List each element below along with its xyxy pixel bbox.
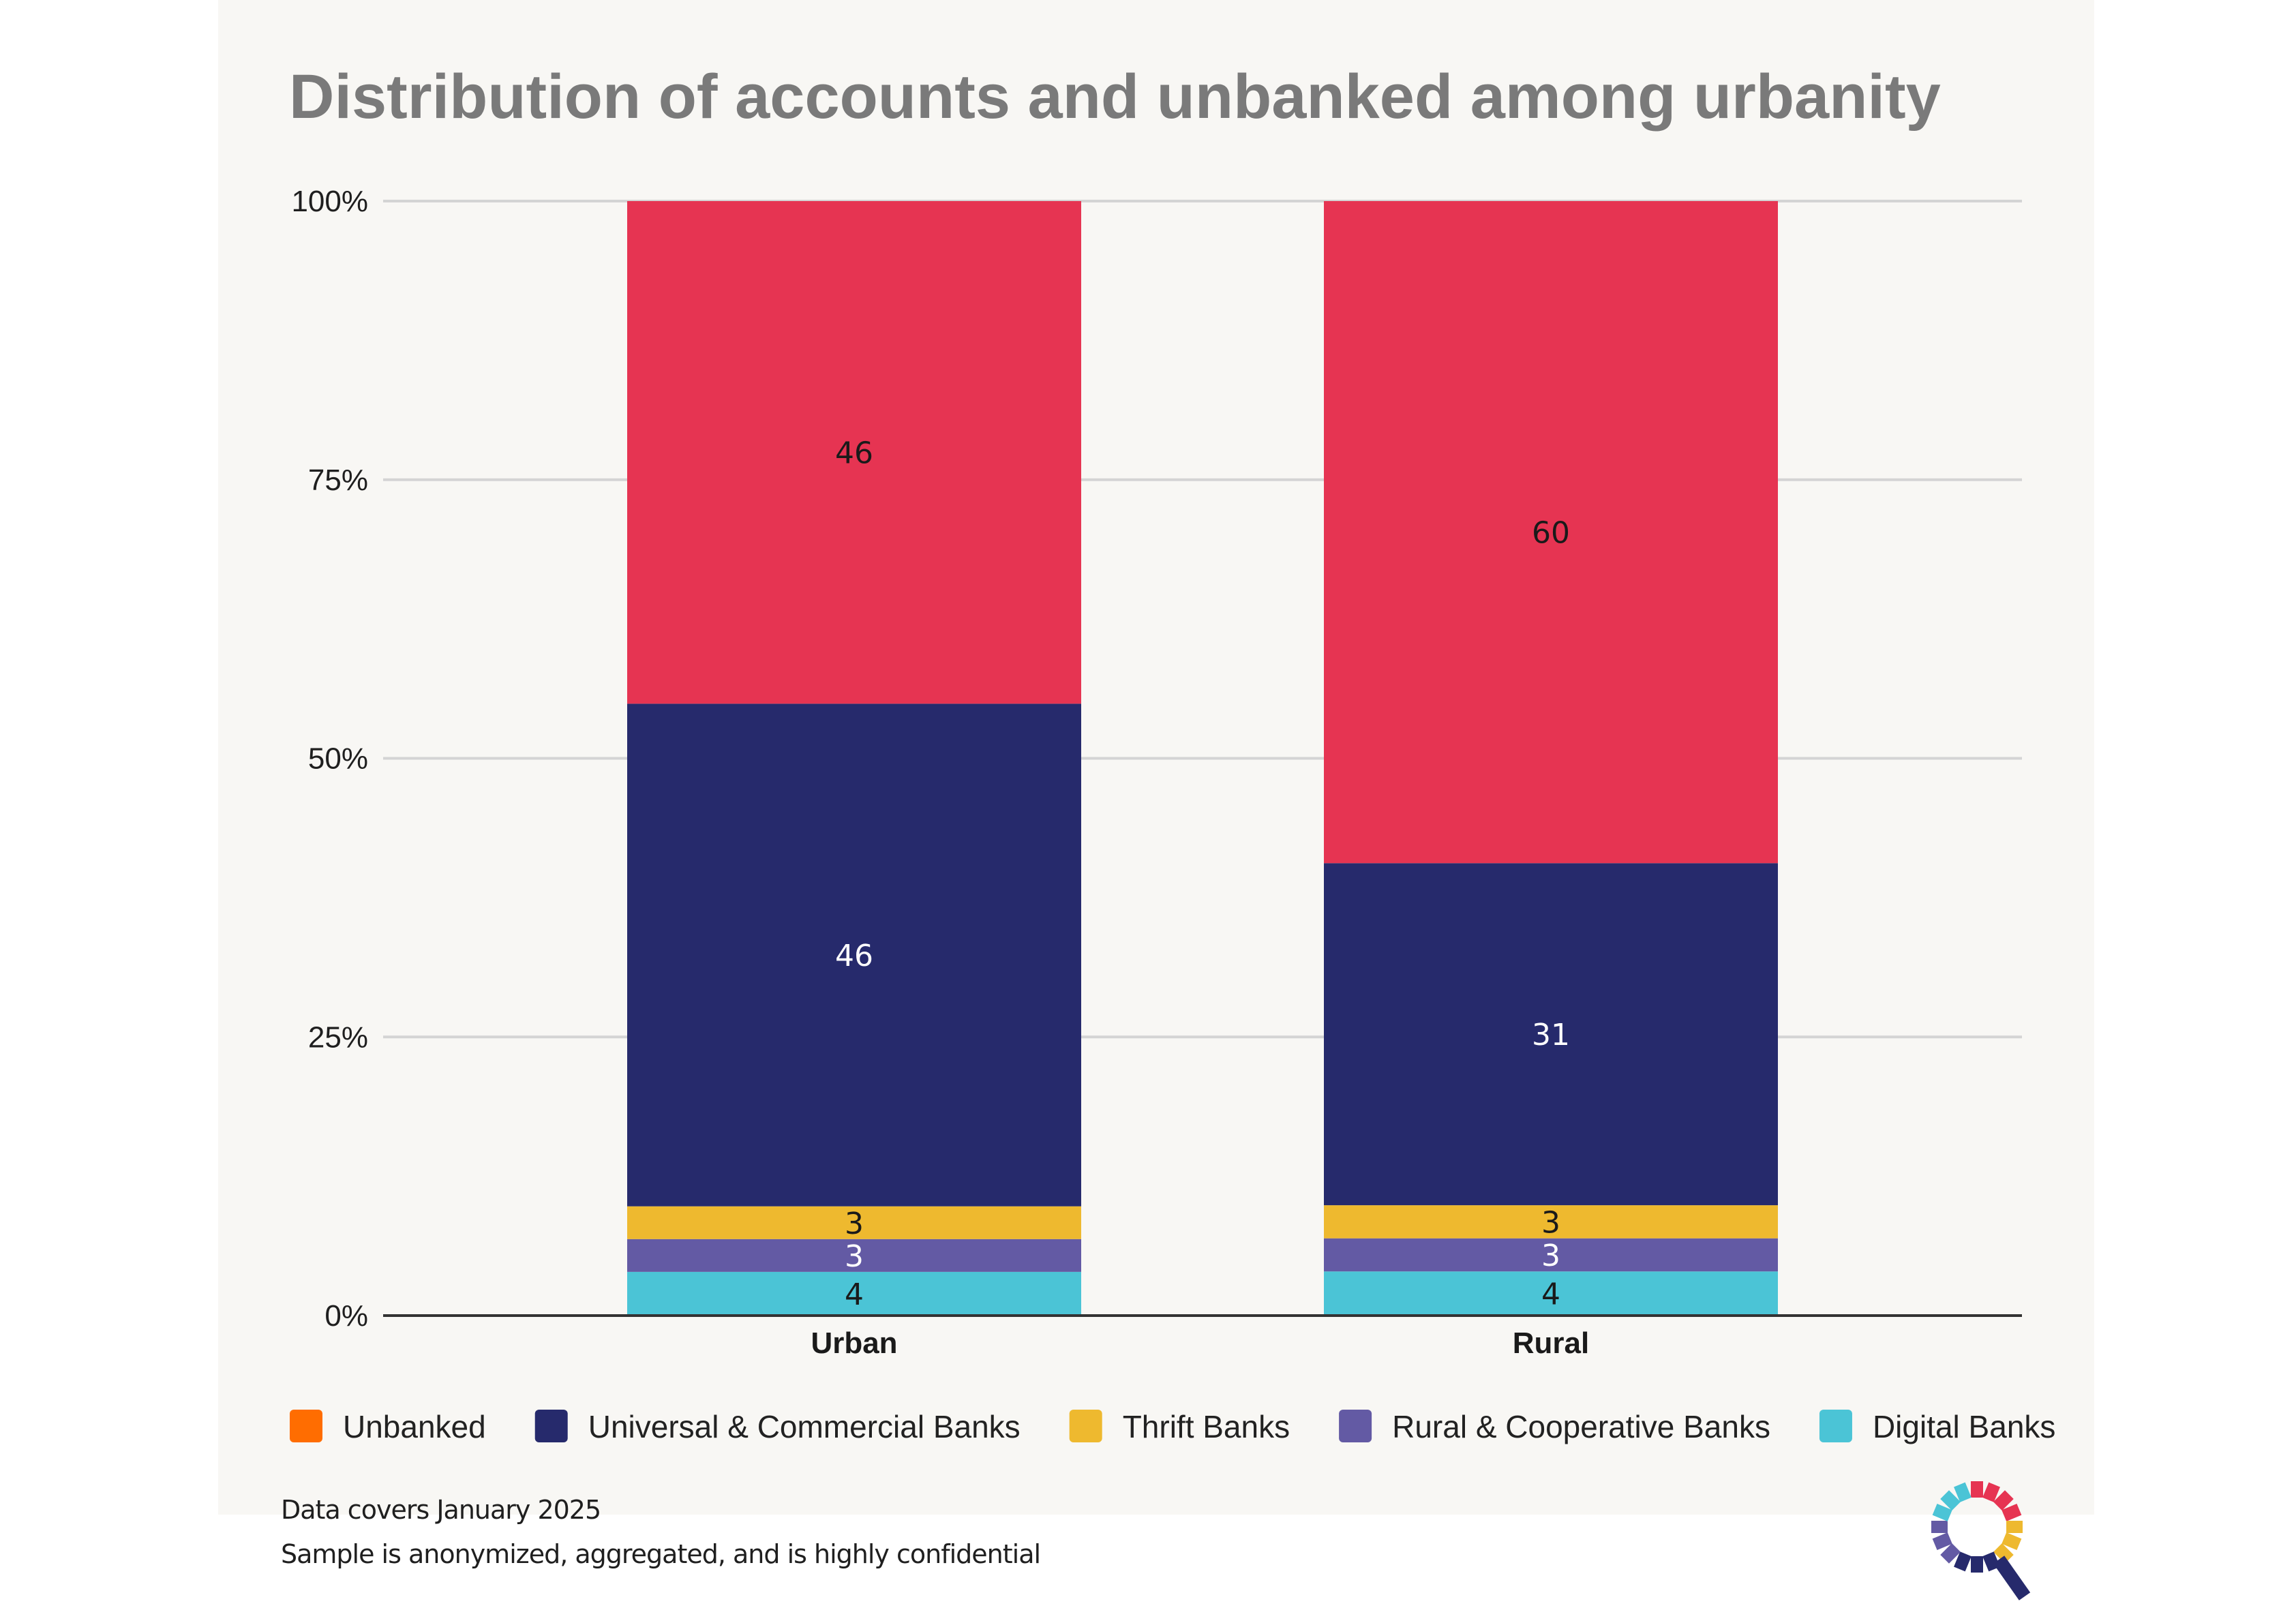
data-label: 46 — [835, 939, 873, 973]
data-label: 3 — [845, 1239, 864, 1274]
y-tick-label: 25% — [308, 1020, 368, 1054]
logo-segment — [2006, 1521, 2023, 1533]
logo-segment — [1982, 1482, 2000, 1502]
legend-swatch — [290, 1410, 322, 1442]
bar-segment — [1324, 1205, 1778, 1239]
y-tick-label: 75% — [308, 464, 368, 497]
bar-segment — [627, 201, 1081, 704]
y-tick-label: 100% — [291, 185, 368, 218]
logo-segment — [1993, 1490, 2014, 1511]
legend: Unbanked Universal & Commercial Banks Thri… — [290, 1409, 2055, 1444]
data-label: 3 — [1541, 1239, 1560, 1273]
legend-label: Universal & Commercial Banks — [588, 1409, 1021, 1444]
logo-segment — [1931, 1521, 1948, 1533]
data-label: 31 — [1532, 1018, 1570, 1052]
logo-segment — [1954, 1551, 1972, 1572]
legend-swatch — [1339, 1410, 1372, 1442]
logo-segment — [1940, 1543, 1961, 1564]
data-label: 3 — [1541, 1205, 1560, 1240]
chart-title: Distribution of accounts and unbanked am… — [289, 62, 1941, 132]
bar-segment — [627, 1239, 1081, 1272]
data-label: 60 — [1532, 516, 1570, 551]
bar-segment — [627, 1206, 1081, 1239]
legend-swatch — [534, 1410, 568, 1442]
logo-segment — [2002, 1532, 2022, 1550]
legend-label: Thrift Banks — [1123, 1409, 1290, 1444]
data-label: 46 — [835, 436, 873, 471]
legend-item: Thrift Banks — [1069, 1409, 1290, 1444]
legend-label: Rural & Cooperative Banks — [1392, 1409, 1770, 1444]
bar-segment — [627, 703, 1081, 1207]
legend-label: Digital Banks — [1873, 1409, 2055, 1444]
x-category-label: Rural — [1513, 1326, 1589, 1360]
legend-item: Unbanked — [290, 1409, 486, 1444]
data-label: 3 — [845, 1207, 864, 1241]
logo-segment — [1971, 1481, 1983, 1498]
logo-segment — [1932, 1504, 1952, 1521]
bars — [627, 201, 1778, 1316]
bar-segment — [627, 1271, 1081, 1316]
logo-segment — [1993, 1543, 2014, 1564]
data-label: 4 — [1541, 1277, 1560, 1312]
y-tick-label: 0% — [324, 1299, 368, 1333]
logo-segment — [1932, 1532, 1952, 1550]
legend-label: Unbanked — [343, 1409, 486, 1444]
legend-item: Digital Banks — [1819, 1409, 2055, 1444]
bar-segment — [1324, 1238, 1778, 1272]
bar-segment — [1324, 201, 1778, 864]
footnote-confidentiality: Sample is anonymized, aggregated, and is… — [281, 1539, 1041, 1569]
footnote-date: Data covers January 2025 — [281, 1495, 601, 1525]
legend-item: Rural & Cooperative Banks — [1339, 1409, 1770, 1444]
logo-segment — [1954, 1482, 1972, 1502]
data-label: 4 — [845, 1277, 864, 1312]
logo-segment — [2002, 1504, 2022, 1521]
magnifier-ring-logo-icon — [1931, 1481, 2031, 1601]
legend-swatch — [1069, 1410, 1102, 1442]
legend-swatch — [1819, 1410, 1852, 1442]
y-tick-label: 50% — [308, 742, 368, 776]
x-category-label: Urban — [811, 1326, 897, 1360]
legend-item: Universal & Commercial Banks — [534, 1409, 1021, 1444]
logo-segment — [1940, 1490, 1961, 1511]
logo-segment — [1971, 1556, 1983, 1573]
bar-segment — [1324, 1271, 1778, 1316]
bar-segment — [1324, 863, 1778, 1206]
axes: 0% 25% 50% 75% 100% Urban Rural — [291, 185, 2022, 1360]
